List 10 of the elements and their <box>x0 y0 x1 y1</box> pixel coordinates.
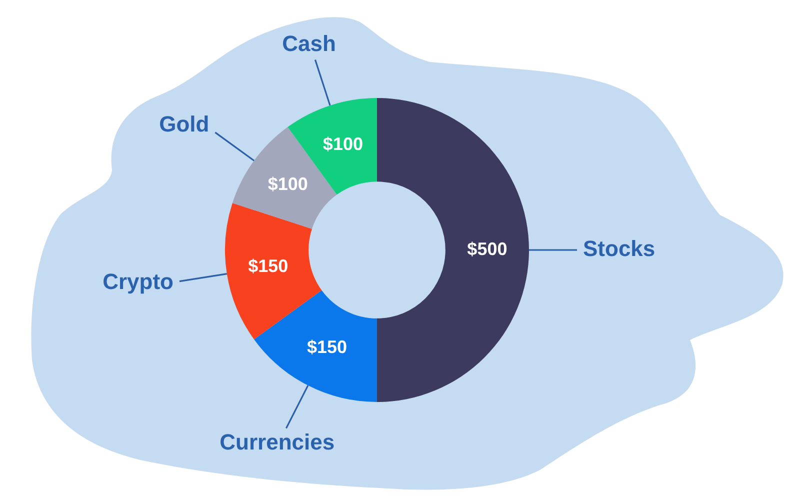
data-label: $100 <box>322 134 363 154</box>
slice-label: Cash <box>282 30 336 56</box>
slice-label: Gold <box>159 111 210 136</box>
data-label: $150 <box>248 256 288 276</box>
data-label: $500 <box>467 238 508 259</box>
data-label: $100 <box>268 174 308 194</box>
slice-label: Currencies <box>220 429 335 454</box>
data-label: $150 <box>306 337 347 358</box>
slice-label: Crypto <box>102 269 174 294</box>
slice-label: Stocks <box>583 236 656 262</box>
